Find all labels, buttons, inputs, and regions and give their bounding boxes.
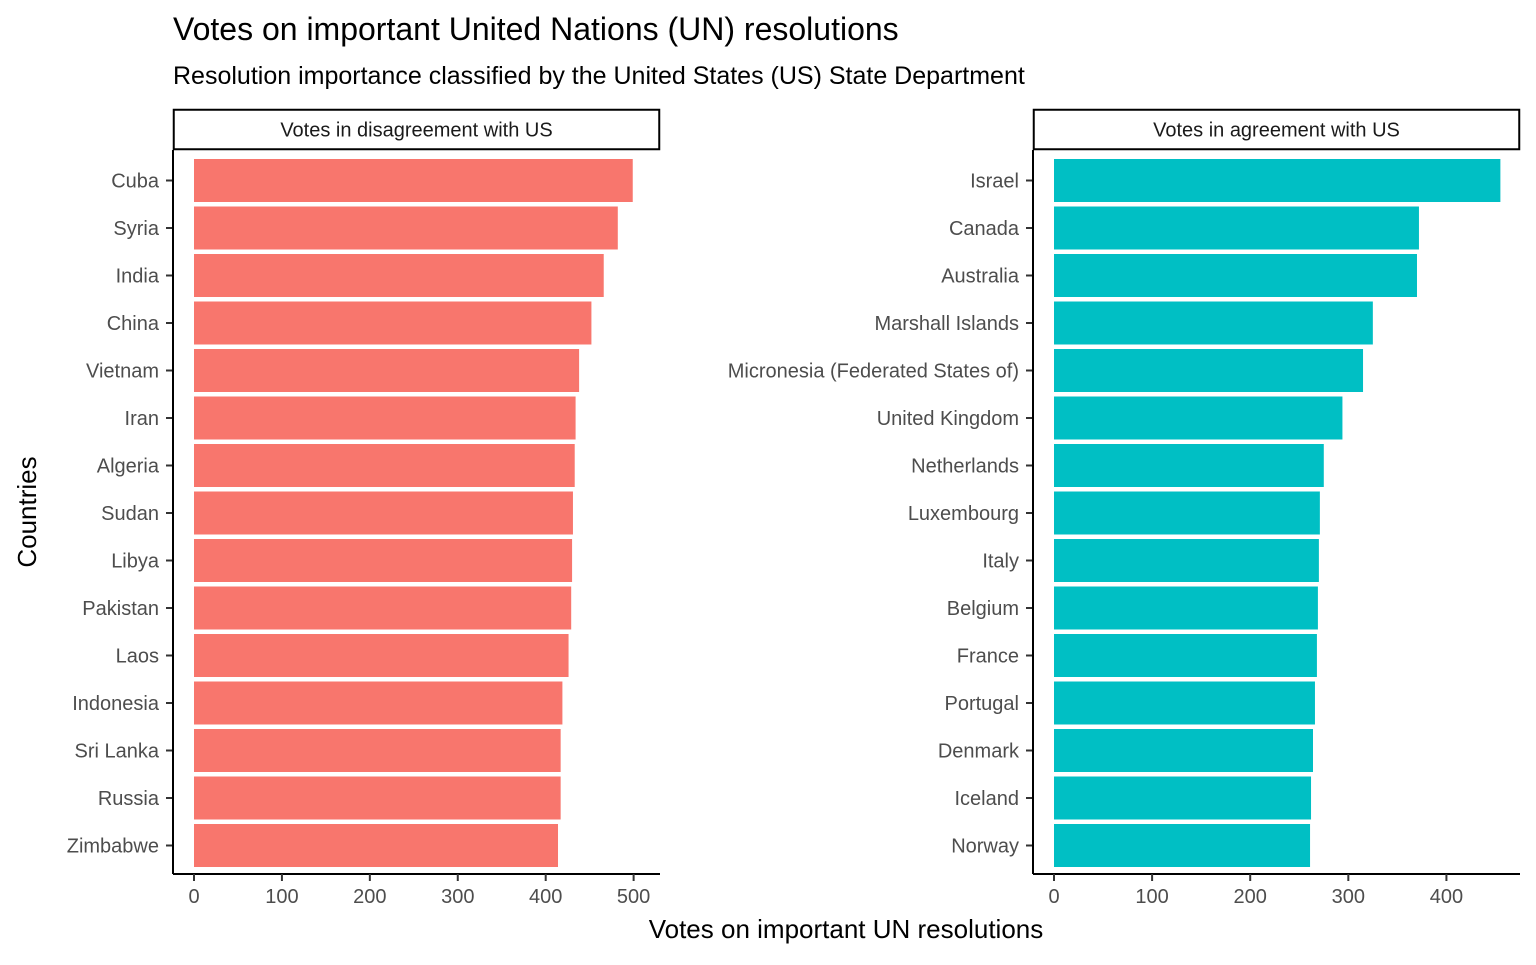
- y-tick-label-zimbabwe: Zimbabwe: [67, 836, 159, 858]
- x-tick-label-200: 200: [353, 886, 386, 908]
- x-axis-title: Votes on important UN resolutions: [649, 914, 1044, 944]
- y-tick-label-syria: Syria: [113, 218, 159, 240]
- strip-label-2: Votes in agreement with US: [1153, 120, 1400, 142]
- x-tick-label-100: 100: [1135, 886, 1168, 908]
- bar-belgium: [1054, 586, 1318, 630]
- strip-box-2: [1032, 108, 1521, 151]
- y-tick-label-iran: Iran: [125, 408, 159, 430]
- y-tick-label-vietnam: Vietnam: [86, 361, 159, 383]
- strip-label-1: Votes in disagreement with US: [280, 120, 552, 142]
- bar-india: [194, 254, 604, 297]
- y-tick-label-portugal: Portugal: [945, 693, 1020, 715]
- y-tick-label-luxembourg: Luxembourg: [908, 503, 1019, 525]
- y-tick-label-china: China: [107, 313, 160, 335]
- bar-cuba: [194, 159, 633, 202]
- x-tick-label-100: 100: [265, 886, 298, 908]
- bar-iceland: [1054, 776, 1312, 820]
- y-tick-label-sudan: Sudan: [101, 503, 159, 525]
- chart-title: Votes on important United Nations (UN) r…: [173, 11, 899, 47]
- x-tick-label-0: 0: [1048, 886, 1059, 908]
- bar-zimbabwe: [194, 824, 559, 867]
- y-tick-label-micronesia-federated-states-of: Micronesia (Federated States of): [728, 361, 1019, 383]
- panel-1: Votes in disagreement with US Cuba Syria In…: [67, 108, 661, 908]
- bar-united-kingdom: [1054, 396, 1343, 440]
- bar-libya: [194, 539, 573, 582]
- bar-canada: [1054, 206, 1419, 250]
- x-tick-label-400: 400: [1430, 886, 1463, 908]
- x-tick-label-500: 500: [617, 886, 650, 908]
- bar-italy: [1054, 539, 1319, 582]
- bar-micronesia-federated-states-of: [1054, 349, 1364, 392]
- y-tick-label-cuba: Cuba: [111, 171, 160, 193]
- y-tick-label-libya: Libya: [111, 551, 160, 573]
- y-tick-label-canada: Canada: [949, 218, 1020, 240]
- y-tick-label-netherlands: Netherlands: [911, 456, 1019, 478]
- y-tick-label-iceland: Iceland: [955, 788, 1020, 810]
- y-tick-label-france: France: [957, 646, 1019, 668]
- y-tick-label-india: India: [116, 266, 160, 288]
- bar-algeria: [194, 444, 575, 487]
- bar-russia: [194, 776, 561, 820]
- bar-laos: [194, 634, 569, 677]
- y-tick-label-australia: Australia: [941, 266, 1020, 288]
- y-tick-label-marshall-islands: Marshall Islands: [874, 313, 1019, 335]
- y-tick-label-israel: Israel: [970, 171, 1019, 193]
- y-tick-label-denmark: Denmark: [938, 741, 1020, 763]
- bar-marshall-islands: [1054, 301, 1373, 345]
- bar-france: [1054, 634, 1317, 677]
- x-tick-label-300: 300: [1332, 886, 1365, 908]
- x-tick-label-300: 300: [441, 886, 474, 908]
- y-tick-label-pakistan: Pakistan: [82, 598, 159, 620]
- bar-iran: [194, 396, 576, 440]
- panel-2: Votes in agreement with US Israel Canada Au…: [728, 108, 1521, 908]
- bar-sudan: [194, 491, 573, 535]
- y-tick-label-belgium: Belgium: [947, 598, 1019, 620]
- x-tick-label-400: 400: [529, 886, 562, 908]
- y-tick-label-indonesia: Indonesia: [72, 693, 160, 715]
- bar-denmark: [1054, 729, 1313, 772]
- x-tick-label-0: 0: [188, 886, 199, 908]
- y-tick-label-laos: Laos: [116, 646, 159, 668]
- y-tick-label-russia: Russia: [98, 788, 160, 810]
- bar-pakistan: [194, 586, 572, 630]
- strip-box-1: [172, 108, 661, 151]
- y-axis-title: Countries: [12, 456, 42, 567]
- panels: Votes in disagreement with US Cuba Syria In…: [67, 108, 1521, 908]
- x-tick-label-200: 200: [1234, 886, 1267, 908]
- bar-sri-lanka: [194, 729, 561, 772]
- y-tick-label-italy: Italy: [982, 551, 1019, 573]
- bar-vietnam: [194, 349, 580, 392]
- bar-china: [194, 301, 592, 345]
- bar-luxembourg: [1054, 491, 1320, 535]
- bar-israel: [1054, 159, 1501, 202]
- y-tick-label-united-kingdom: United Kingdom: [877, 408, 1019, 430]
- bar-australia: [1054, 254, 1417, 297]
- bar-norway: [1054, 824, 1311, 867]
- bar-syria: [194, 206, 618, 250]
- y-tick-label-sri-lanka: Sri Lanka: [75, 741, 160, 763]
- bar-netherlands: [1054, 444, 1324, 487]
- bar-portugal: [1054, 681, 1315, 725]
- y-tick-label-norway: Norway: [951, 836, 1019, 858]
- y-tick-label-algeria: Algeria: [97, 456, 160, 478]
- bar-indonesia: [194, 681, 563, 725]
- chart-subtitle: Resolution importance classified by the …: [173, 62, 1025, 90]
